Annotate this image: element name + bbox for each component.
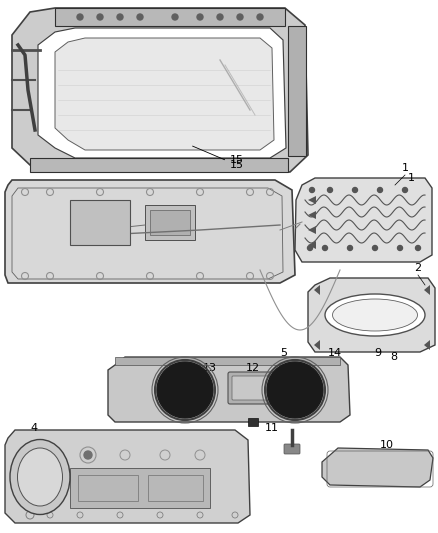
- Text: 13: 13: [203, 363, 217, 373]
- FancyBboxPatch shape: [232, 376, 270, 400]
- Bar: [78, 207, 122, 237]
- Ellipse shape: [325, 294, 425, 336]
- Polygon shape: [322, 448, 433, 487]
- Circle shape: [172, 14, 178, 20]
- Text: 8: 8: [390, 352, 397, 362]
- Text: 15: 15: [193, 146, 244, 170]
- Bar: [70, 200, 130, 245]
- Ellipse shape: [18, 448, 63, 506]
- Polygon shape: [108, 357, 350, 422]
- Text: 4: 4: [30, 423, 37, 433]
- Text: 11: 11: [265, 423, 279, 433]
- Circle shape: [267, 362, 323, 418]
- Text: 14: 14: [328, 348, 342, 358]
- Bar: [115, 357, 340, 365]
- Polygon shape: [308, 278, 435, 352]
- Circle shape: [77, 14, 83, 20]
- Polygon shape: [308, 226, 316, 234]
- Circle shape: [197, 14, 203, 20]
- Circle shape: [237, 14, 243, 20]
- Circle shape: [257, 14, 263, 20]
- Polygon shape: [55, 38, 274, 150]
- Ellipse shape: [10, 440, 70, 514]
- Circle shape: [310, 188, 314, 192]
- Circle shape: [398, 246, 403, 251]
- Circle shape: [307, 246, 312, 251]
- Polygon shape: [295, 178, 432, 262]
- Bar: [248, 418, 258, 426]
- Text: 5: 5: [280, 348, 287, 358]
- Circle shape: [217, 14, 223, 20]
- Circle shape: [353, 188, 357, 192]
- Circle shape: [84, 451, 92, 459]
- Circle shape: [97, 14, 103, 20]
- FancyBboxPatch shape: [228, 372, 274, 404]
- Polygon shape: [314, 340, 320, 350]
- Polygon shape: [424, 340, 430, 350]
- Circle shape: [328, 188, 332, 192]
- Circle shape: [347, 246, 353, 251]
- Polygon shape: [38, 28, 286, 158]
- Circle shape: [137, 14, 143, 20]
- Text: 15: 15: [230, 155, 244, 165]
- Circle shape: [403, 188, 407, 192]
- Circle shape: [322, 246, 328, 251]
- Text: 12: 12: [246, 363, 260, 373]
- Bar: [288, 26, 306, 156]
- Ellipse shape: [332, 299, 417, 331]
- Polygon shape: [308, 211, 316, 219]
- Text: 7: 7: [164, 370, 172, 380]
- Circle shape: [157, 362, 213, 418]
- Bar: [78, 475, 138, 501]
- Circle shape: [378, 188, 382, 192]
- Text: 2: 2: [414, 263, 421, 273]
- Polygon shape: [424, 285, 430, 295]
- Text: 1: 1: [408, 173, 415, 183]
- Circle shape: [416, 246, 420, 251]
- Circle shape: [372, 246, 378, 251]
- Bar: [148, 475, 203, 501]
- Bar: [145, 205, 195, 240]
- Circle shape: [117, 14, 123, 20]
- Text: 9: 9: [374, 348, 381, 358]
- Bar: [55, 8, 285, 26]
- Text: 10: 10: [380, 440, 394, 450]
- Polygon shape: [314, 285, 320, 295]
- Bar: [30, 158, 288, 172]
- Polygon shape: [5, 430, 250, 523]
- Bar: [150, 210, 190, 235]
- Text: 1: 1: [402, 163, 409, 173]
- Polygon shape: [5, 180, 295, 283]
- Polygon shape: [308, 241, 316, 249]
- FancyBboxPatch shape: [284, 444, 300, 454]
- Polygon shape: [308, 196, 316, 204]
- Polygon shape: [12, 8, 308, 172]
- Bar: [70, 468, 210, 508]
